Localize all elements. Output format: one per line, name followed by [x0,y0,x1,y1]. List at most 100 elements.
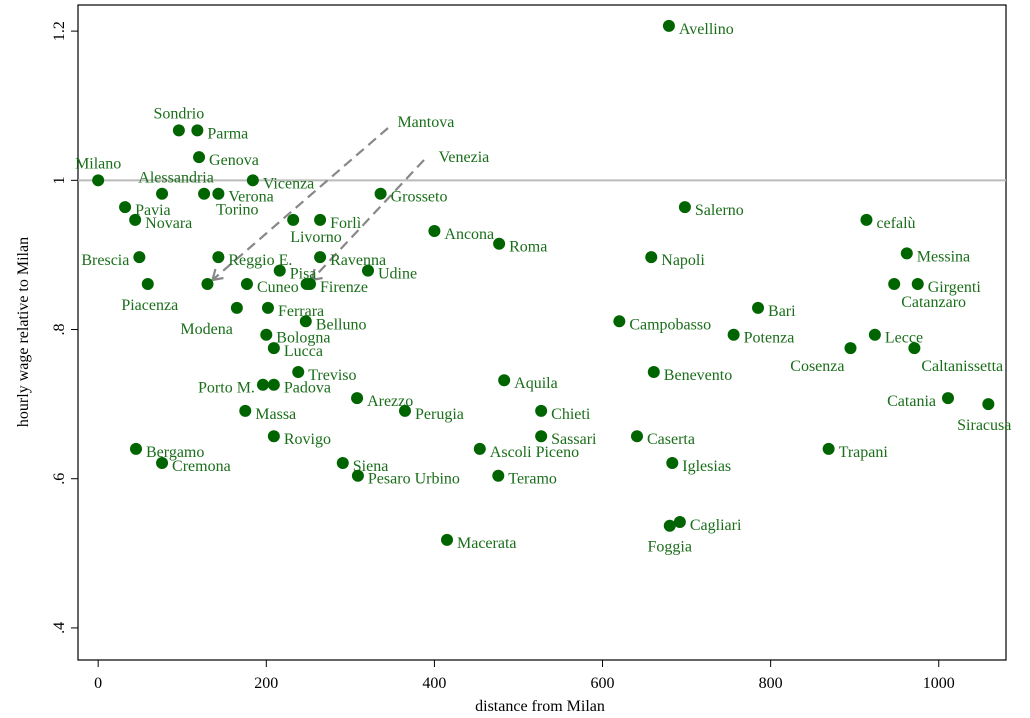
point [193,151,206,164]
point-label: Lucca [284,343,323,360]
point [492,469,505,482]
point [645,251,658,264]
point-label: Grosseto [391,189,448,206]
point-label: Venezia [439,149,490,166]
point [727,328,740,341]
y-tick-label: .6 [51,473,68,485]
point [362,264,374,277]
point [129,213,142,226]
point [267,342,280,355]
point-label: Porto M. [198,380,255,397]
x-tick-label: 800 [759,675,783,692]
point-label: Siracusa [957,417,1011,434]
point [141,278,154,291]
point-label: Alessandria [138,170,214,187]
point-label: Pavia [135,202,171,219]
x-tick-label: 400 [422,675,446,692]
point-label: Vicenza [263,175,314,192]
point-label: Catanzaro [901,294,966,311]
point [942,392,954,405]
point [156,457,169,470]
point-label: Cremona [172,458,231,475]
point-label: Ancona [444,226,494,243]
point [822,442,835,455]
point-label: Cuneo [257,279,299,296]
x-axis-label: distance from Milan [475,698,605,715]
point [314,251,327,264]
point-label: Reggio E. [228,252,292,269]
point-label: Bologna [276,330,330,347]
point [287,213,300,226]
point [246,174,259,187]
point [911,278,924,291]
point-label: Torino [216,202,258,219]
point-label: Firenze [320,279,368,296]
point-label: Livorno [290,229,342,246]
point [351,469,364,482]
point-label: Messina [917,248,970,265]
point-label: Bergamo [146,444,204,461]
point [535,404,548,417]
point-label: Roma [509,239,547,256]
point-label: Aquila [514,375,558,392]
point [673,515,686,528]
point [260,328,273,341]
point-label: Avellino [679,21,734,38]
point-label: Sassari [551,431,597,448]
point-label: Macerata [457,535,517,552]
point-label: Massa [255,406,296,423]
point-label: Piacenza [121,297,178,314]
point [663,519,676,532]
point-label: Girgenti [928,279,982,296]
point [630,430,643,443]
plot-frame [77,4,1007,661]
point [256,378,269,391]
point-label: Parma [207,125,248,142]
point [752,301,765,314]
point-label: Caserta [647,431,695,448]
point-label: cefalù [876,215,915,232]
point-label: Verona [228,189,273,206]
annotation-arrow [211,127,389,281]
x-tick-label: 1000 [923,675,955,692]
point [900,247,913,260]
point [191,124,204,137]
point [239,404,252,417]
point-label: Ravenna [330,252,386,269]
annotation-arrow [310,159,425,281]
point [535,430,548,443]
point-label: Cosenza [790,358,844,375]
point-label: Salerno [695,202,744,219]
point-label: Sondrio [154,105,205,122]
point [662,19,675,32]
point [374,187,387,200]
point-label: Forlì [330,215,362,232]
point-label: Modena [180,321,232,338]
point [473,442,486,455]
point-label: Brescia [81,252,129,269]
point [133,251,146,264]
point [314,213,327,226]
point-label: Padova [284,380,331,397]
y-tick-label: .4 [51,622,68,634]
point-label: Genova [209,152,259,169]
point-label: Ferrara [278,303,324,320]
point [336,457,349,470]
point-label: Foggia [648,539,692,556]
arrow-head [211,268,224,282]
point [498,374,511,387]
point-label: Siena [353,458,389,475]
point-label: Udine [378,266,417,283]
point-label: Trapani [839,444,889,461]
point-label: Rovigo [284,431,331,448]
point [613,315,626,328]
point-label: Iglesias [682,458,731,475]
point-label: Milano [75,155,121,172]
point-label: Napoli [661,252,705,269]
y-tick-label: 1 [51,176,68,184]
point-label: Pesaro Urbino [368,471,460,488]
point [261,301,274,314]
point-label: Ascoli Piceno [490,444,579,461]
point [230,301,243,314]
